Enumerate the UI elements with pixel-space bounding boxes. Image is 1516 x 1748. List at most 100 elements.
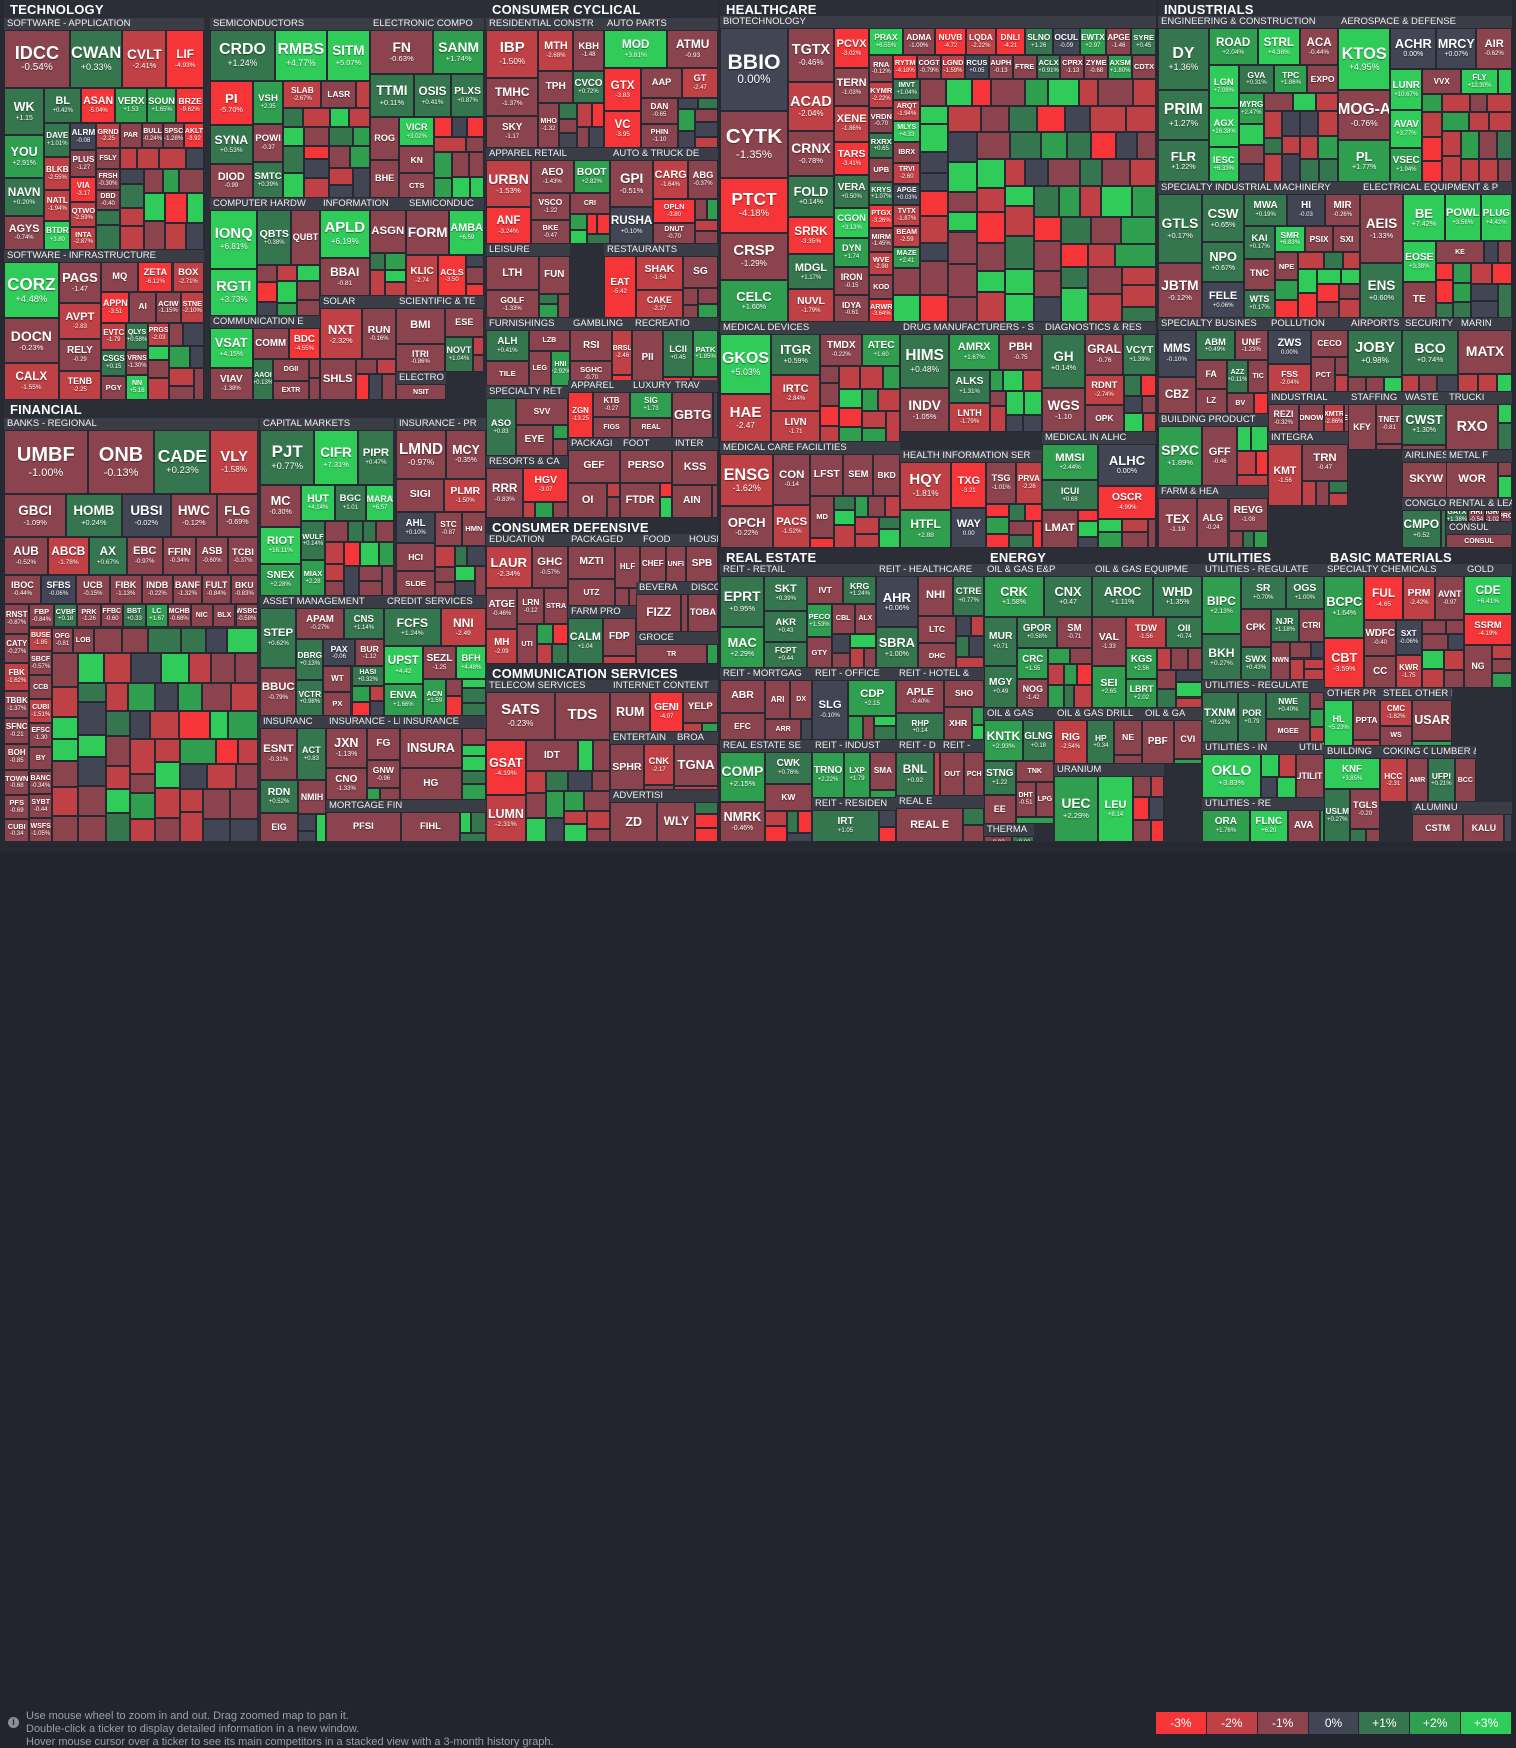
- ticker-tile-vsec[interactable]: VSEC +1.94%: [1390, 147, 1423, 182]
- ticker-tile-unlabeled[interactable]: [1260, 754, 1279, 777]
- industry-semiconductors[interactable]: SEMICONDUCTORS CRDO +1.24% RMBS +4.77% SITM +5…: [210, 18, 370, 198]
- ticker-tile-unlabeled[interactable]: [702, 722, 718, 732]
- ticker-tile-sg[interactable]: SG: [682, 256, 718, 289]
- ticker-tile-unlabeled[interactable]: [435, 566, 455, 582]
- ticker-tile-unlabeled[interactable]: [1133, 776, 1151, 797]
- ticker-tile-unlabeled[interactable]: [695, 802, 718, 815]
- ticker-tile-lrn[interactable]: LRN -0.12: [517, 588, 545, 625]
- ticker-tile-unlabeled[interactable]: [948, 297, 977, 322]
- industry-electrical-equipment-p[interactable]: ELECTRICAL EQUIPMENT & P AEIS -1.33% ENS +0.…: [1360, 182, 1512, 318]
- ticker-tile-tmdx[interactable]: TMDX -0.22%: [820, 334, 863, 367]
- ticker-tile-unlabeled[interactable]: [1025, 503, 1042, 522]
- ticker-tile-bco[interactable]: BCO +0.74%: [1402, 330, 1458, 376]
- ticker-tile-lcii[interactable]: LCII +0.45: [663, 330, 694, 377]
- ticker-tile-unlabeled[interactable]: [568, 771, 593, 791]
- ticker-tile-jxn[interactable]: JXN -1.13%: [326, 728, 367, 768]
- ticker-tile-prg[interactable]: PRG: [1499, 510, 1512, 522]
- ticker-tile-bbai[interactable]: BBAI -0.81: [320, 257, 370, 296]
- ticker-tile-nwn[interactable]: NWN: [1270, 641, 1291, 680]
- ticker-tile-aple[interactable]: APLE -0.40%: [896, 680, 945, 714]
- industry-aerospace-defense[interactable]: AEROSPACE & DEFENSE KTOS +4.95% MOG-A -0.76%…: [1338, 16, 1512, 182]
- ticker-tile-unlabeled[interactable]: [976, 159, 1006, 189]
- ticker-tile-unlabeled[interactable]: [1077, 520, 1098, 537]
- ticker-tile-md[interactable]: MD: [810, 495, 835, 538]
- ticker-tile-unlabeled[interactable]: [1024, 159, 1048, 187]
- ticker-tile-urbn[interactable]: URBN -1.53%: [486, 160, 531, 207]
- ticker-tile-unlabeled[interactable]: [956, 657, 984, 668]
- ticker-tile-sm[interactable]: SM -0.71: [1056, 616, 1092, 648]
- ticker-tile-unlabeled[interactable]: [558, 133, 578, 148]
- ticker-tile-azz[interactable]: AZZ +0.11%: [1226, 360, 1249, 393]
- ticker-tile-unlabeled[interactable]: [1316, 92, 1338, 112]
- industry-utilities-in[interactable]: UTILITIES - IN OKLO +3.83%: [1202, 742, 1296, 798]
- ticker-tile-lc[interactable]: LC +1.67: [145, 603, 168, 628]
- ticker-tile-unlabeled[interactable]: [324, 541, 344, 565]
- ticker-tile-kwr[interactable]: KWR -1.75: [1395, 655, 1422, 688]
- ticker-tile-unlabeled[interactable]: [1263, 153, 1283, 182]
- ticker-tile-unlabeled[interactable]: [1015, 817, 1054, 824]
- ticker-tile-cnx[interactable]: CNX +0.47: [1044, 576, 1092, 617]
- ticker-tile-nsit[interactable]: NSIT: [396, 384, 446, 400]
- ticker-tile-unlabeled[interactable]: [695, 827, 718, 842]
- ticker-tile-novt[interactable]: NOVT +1.04%: [444, 337, 474, 372]
- ticker-tile-sfnc[interactable]: SFNC -0.21: [4, 717, 30, 745]
- ticker-tile-dht[interactable]: DHT -0.51: [1015, 781, 1036, 818]
- ticker-tile-arr[interactable]: ARR: [764, 719, 802, 740]
- industry-lumber[interactable]: LUMBER & UFPI +0.21% BCC: [1428, 746, 1476, 802]
- ticker-tile-unlabeled[interactable]: [154, 818, 180, 842]
- ticker-tile-krg[interactable]: KRG +1.24%: [843, 576, 876, 604]
- ticker-tile-cdp[interactable]: CDP +2.15: [848, 680, 896, 717]
- ticker-tile-unlabeled[interactable]: [1492, 672, 1512, 688]
- ticker-tile-crnx[interactable]: CRNX -0.78%: [787, 131, 835, 176]
- ticker-tile-unlabeled[interactable]: [820, 425, 840, 442]
- industry-waste[interactable]: WASTE CWST +1.30%: [1402, 392, 1446, 450]
- ticker-tile-unlabeled[interactable]: [1147, 519, 1156, 548]
- ticker-tile-unlabeled[interactable]: [283, 172, 304, 198]
- ticker-tile-nuvl[interactable]: NUVL -1.79%: [787, 289, 835, 322]
- ticker-tile-cdtx[interactable]: CDTX: [1132, 54, 1156, 79]
- ticker-tile-vctr[interactable]: VCTR +0.98%: [296, 679, 324, 716]
- ticker-tile-agys[interactable]: AGYS -0.74%: [4, 215, 45, 250]
- ticker-tile-unlabeled[interactable]: [179, 711, 211, 740]
- ticker-tile-fbp[interactable]: FBP -0.84%: [29, 603, 54, 628]
- ticker-tile-unlabeled[interactable]: [1497, 476, 1512, 498]
- ticker-tile-unlabeled[interactable]: [1461, 131, 1480, 159]
- ticker-tile-cwan[interactable]: CWAN +0.33%: [69, 30, 123, 89]
- ticker-tile-unlabeled[interactable]: [1022, 369, 1042, 391]
- ticker-tile-ahl[interactable]: AHL +0.10%: [396, 512, 436, 544]
- ticker-tile-crk[interactable]: CRK +1.58%: [984, 576, 1044, 617]
- ticker-tile-shls[interactable]: SHLS: [320, 359, 356, 400]
- ticker-tile-unlabeled[interactable]: [1443, 650, 1464, 671]
- ticker-tile-unlabeled[interactable]: [1034, 270, 1061, 298]
- ticker-tile-hae[interactable]: HAE -2.47: [720, 394, 772, 442]
- ticker-tile-unlabeled[interactable]: [1498, 241, 1512, 264]
- ticker-tile-unlabeled[interactable]: [328, 127, 353, 146]
- ticker-tile-unlabeled[interactable]: [1008, 521, 1033, 535]
- ticker-tile-sma[interactable]: SMA: [869, 752, 896, 790]
- ticker-tile-unlabeled[interactable]: [1157, 647, 1171, 670]
- ticker-tile-prk[interactable]: PRK -1.26: [77, 603, 101, 628]
- ticker-tile-sphr[interactable]: SPHR: [610, 744, 644, 790]
- ticker-tile-njr[interactable]: NJR +1.18%: [1270, 609, 1299, 642]
- ticker-tile-tern[interactable]: TERN -1.03%: [834, 68, 870, 106]
- ticker-tile-bhe[interactable]: BHE: [370, 159, 400, 198]
- ticker-tile-wly[interactable]: WLY: [657, 802, 696, 842]
- ticker-tile-cstm[interactable]: CSTM: [1412, 814, 1464, 842]
- ticker-tile-pch[interactable]: PCH: [964, 752, 984, 796]
- ticker-tile-fss[interactable]: FSS -2.04%: [1268, 364, 1312, 392]
- ticker-tile-banf[interactable]: BANF -1.32%: [172, 574, 203, 604]
- ticker-tile-sfbs[interactable]: SFBS -0.06%: [40, 574, 77, 604]
- ticker-tile-unlabeled[interactable]: [707, 644, 718, 664]
- ticker-tile-unlabeled[interactable]: [1300, 136, 1319, 159]
- ticker-tile-rmbs[interactable]: RMBS +4.77%: [274, 30, 327, 81]
- ticker-tile-pfsi[interactable]: PFSI: [326, 812, 401, 842]
- ticker-tile-unlabeled[interactable]: [764, 825, 788, 842]
- ticker-tile-dyn[interactable]: DYN +1.74: [834, 238, 870, 268]
- ticker-tile-unlabeled[interactable]: [1335, 356, 1348, 375]
- ticker-tile-unlabeled[interactable]: [1173, 758, 1202, 764]
- ticker-tile-svv[interactable]: SVV: [515, 398, 568, 425]
- ticker-tile-tr[interactable]: TR: [636, 644, 708, 664]
- ticker-tile-bbt[interactable]: BBT +0.33: [123, 603, 146, 628]
- ticker-tile-golf[interactable]: GOLF -1.33%: [486, 290, 539, 318]
- ticker-tile-unlabeled[interactable]: [1316, 268, 1342, 285]
